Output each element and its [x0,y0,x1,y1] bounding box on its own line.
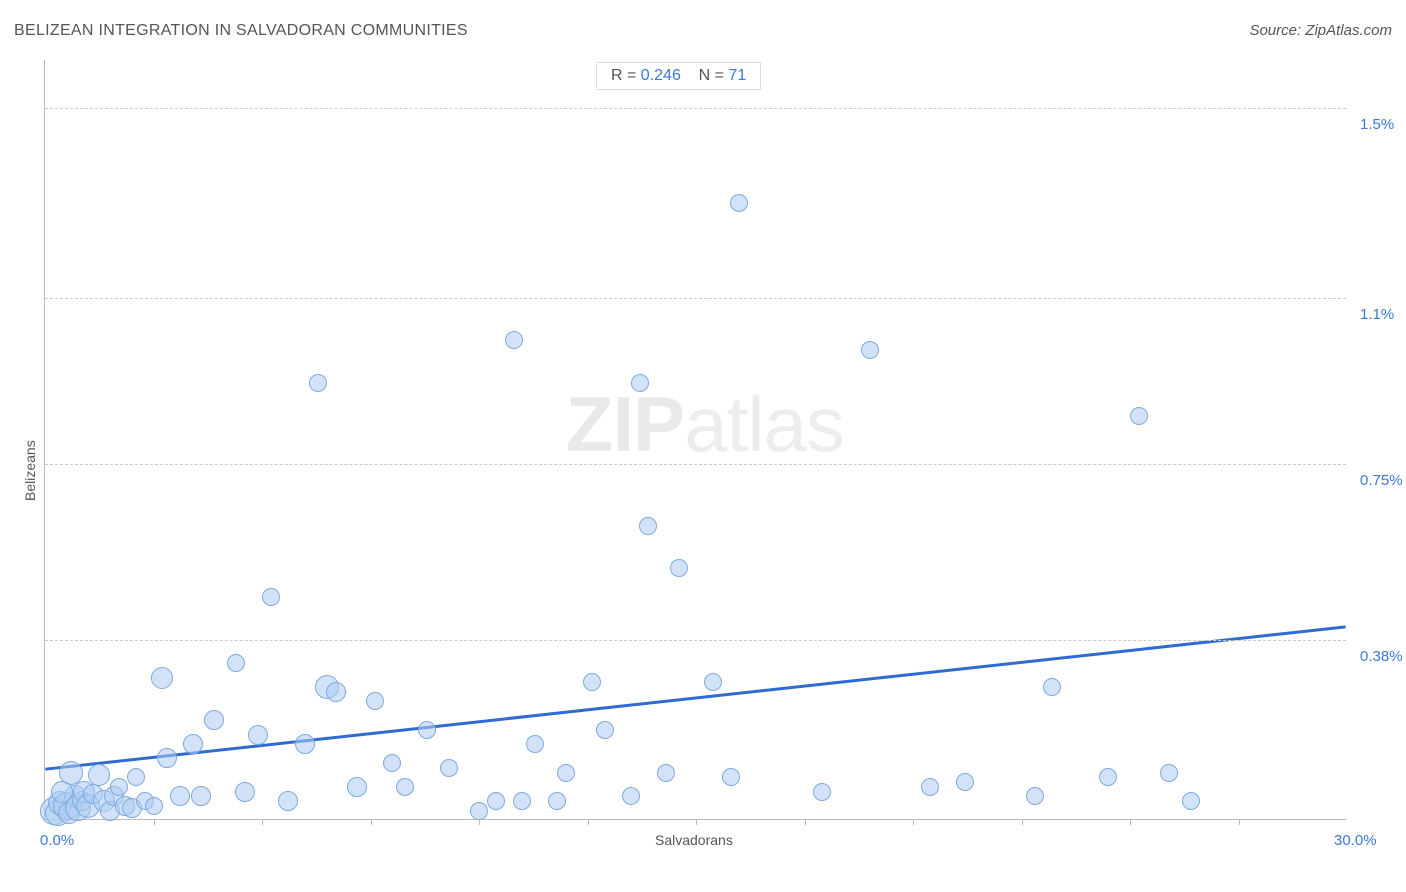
scatter-point [596,721,614,739]
scatter-point [396,778,414,796]
stats-box: R = 0.246 N = 71 [596,62,761,90]
scatter-point [170,786,190,806]
scatter-point [1182,792,1200,810]
scatter-point [110,778,128,796]
scatter-point [88,764,110,786]
n-label: N = [699,67,729,84]
gridline [45,298,1346,299]
x-origin-label: 0.0% [40,832,74,849]
x-axis-label: Salvadorans [655,832,733,848]
scatter-point [657,764,675,782]
scatter-point [347,777,367,797]
scatter-point [704,673,722,691]
scatter-point [183,734,203,754]
x-tick [154,819,155,825]
watermark-prefix: ZIP [566,380,684,468]
x-tick [913,819,914,825]
scatter-point [730,194,748,212]
x-tick [1130,819,1131,825]
scatter-point [583,673,601,691]
scatter-point [670,559,688,577]
x-tick [262,819,263,825]
x-tick [696,819,697,825]
scatter-point [248,725,268,745]
y-axis-label: Belizeans [22,440,38,501]
scatter-point [309,374,327,392]
x-tick [1022,819,1023,825]
scatter-point [470,802,488,820]
scatter-point [235,782,255,802]
scatter-point [151,667,173,689]
scatter-point [418,721,436,739]
y-tick-label: 1.1% [1360,306,1394,323]
r-label: R = [611,67,641,84]
y-tick-label: 0.38% [1360,648,1403,665]
scatter-point [204,710,224,730]
watermark-text: ZIPatlas [566,379,844,470]
watermark-suffix: atlas [684,380,844,468]
scatter-point [639,517,657,535]
scatter-point [51,781,73,803]
scatter-point [722,768,740,786]
x-max-label: 30.0% [1334,832,1377,849]
scatter-point [191,786,211,806]
source-attribution: Source: ZipAtlas.com [1249,22,1392,39]
scatter-point [383,754,401,772]
scatter-point [548,792,566,810]
scatter-plot-area: ZIPatlas R = 0.246 N = 71 [44,60,1346,820]
gridline [45,640,1346,641]
scatter-point [157,748,177,768]
scatter-point [366,692,384,710]
scatter-point [227,654,245,672]
trend-line [45,627,1345,769]
trend-line-svg [45,60,1346,819]
scatter-point [145,797,163,815]
scatter-point [921,778,939,796]
scatter-point [1099,768,1117,786]
scatter-point [326,682,346,702]
scatter-point [513,792,531,810]
x-tick [371,819,372,825]
gridline [45,108,1346,109]
n-value: 71 [728,67,746,84]
scatter-point [295,734,315,754]
scatter-point [440,759,458,777]
scatter-point [813,783,831,801]
scatter-point [1026,787,1044,805]
scatter-point [127,768,145,786]
scatter-point [622,787,640,805]
y-tick-label: 1.5% [1360,116,1394,133]
scatter-point [1130,407,1148,425]
x-tick [805,819,806,825]
scatter-point [1160,764,1178,782]
r-value: 0.246 [641,67,681,84]
scatter-point [278,791,298,811]
scatter-point [631,374,649,392]
scatter-point [557,764,575,782]
scatter-point [487,792,505,810]
scatter-point [1043,678,1061,696]
x-tick [1239,819,1240,825]
scatter-point [262,588,280,606]
chart-title: BELIZEAN INTEGRATION IN SALVADORAN COMMU… [14,22,468,40]
scatter-point [505,331,523,349]
x-tick [588,819,589,825]
y-tick-label: 0.75% [1360,472,1403,489]
x-tick [479,819,480,825]
gridline [45,464,1346,465]
scatter-point [526,735,544,753]
scatter-point [861,341,879,359]
scatter-point [956,773,974,791]
